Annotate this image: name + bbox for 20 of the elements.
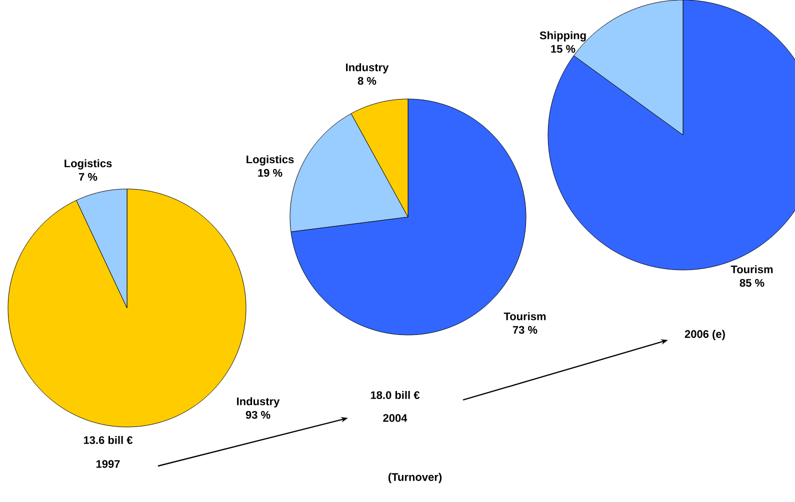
slice-label: Logistics	[246, 155, 294, 166]
slice-label: Tourism	[730, 265, 773, 274]
slice-label: Industry	[237, 397, 280, 408]
text: 18.0 bill €	[370, 390, 420, 400]
text: 2004	[383, 414, 408, 422]
data-label: 73 %	[512, 326, 538, 334]
text: 13.6 bill €	[84, 436, 133, 444]
slice-label: Shipping	[540, 31, 586, 42]
data-label: 85 %	[740, 279, 764, 287]
slice-label: Logistics	[64, 159, 112, 170]
slice-label: Tourism	[504, 312, 546, 320]
text: 2006 (e)	[684, 330, 725, 340]
data-label: 15 %	[551, 45, 576, 53]
data-label: 19 %	[258, 169, 282, 177]
data-label: 7 %	[79, 173, 98, 181]
data-label: 8 %	[358, 77, 376, 85]
text: (Turnover)	[388, 472, 442, 484]
text: 1997	[96, 460, 120, 468]
data-label: 93 %	[246, 410, 270, 419]
slice-label: Industry	[346, 63, 389, 74]
